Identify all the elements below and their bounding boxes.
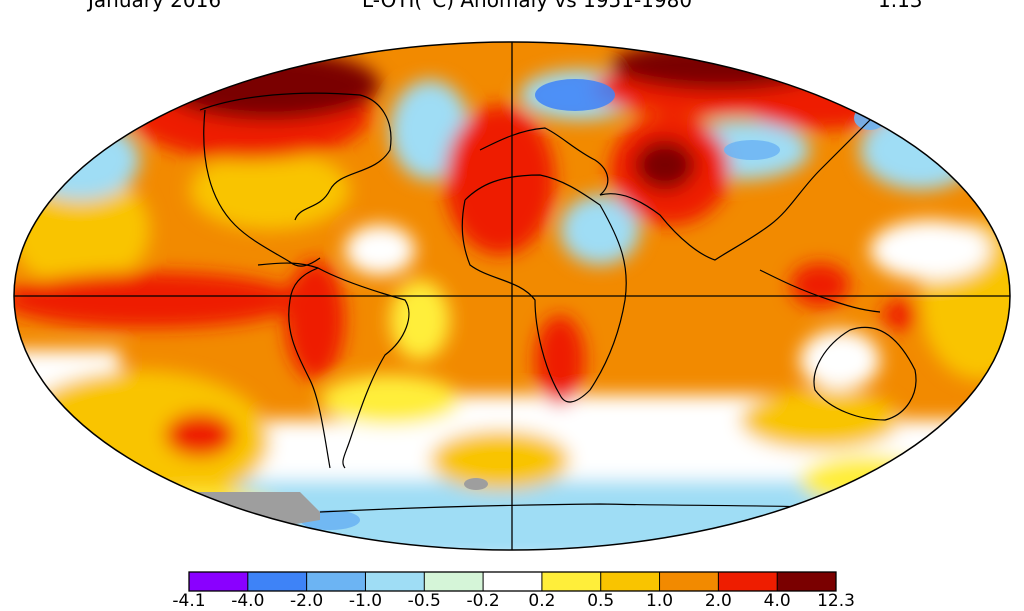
map-border	[13, 41, 1011, 551]
colorbar-tick-label: 0.5	[587, 591, 615, 611]
colorbar-max-label: 12.3	[817, 591, 855, 611]
colorbar-tick-label: 0.2	[528, 591, 556, 611]
colorbar-tick-label: -4.1	[172, 591, 206, 611]
colorbar-tick-label: -1.0	[348, 591, 383, 611]
colorbar-bin	[718, 572, 778, 591]
colorbar-tick-label: -0.2	[466, 591, 500, 611]
colorbar-bin	[424, 572, 484, 591]
global-mean-value: 1.13	[878, 0, 923, 12]
colorbar-bin	[483, 572, 543, 591]
colorbar-bin	[189, 572, 249, 591]
colorbar-bin	[365, 572, 425, 591]
map-date: January 2016	[88, 0, 222, 12]
colorbar-bin	[247, 572, 308, 591]
colorbar-bin	[541, 572, 602, 591]
colorbar-tick-label: -2.0	[290, 591, 324, 611]
colorbar-bin	[777, 572, 837, 591]
colorbar-bin	[306, 572, 366, 591]
colorbar-tick-label: -4.0	[231, 591, 265, 611]
colorbar-bin	[600, 572, 661, 591]
colorbar-tick-label: -0.5	[407, 591, 441, 611]
map-title: L-OTI(°C) Anomaly vs 1951-1980	[362, 0, 693, 12]
colorbar-tick-label: 2.0	[704, 591, 732, 611]
colorbar-tick-label: 1.0	[646, 591, 674, 611]
colorbar-tick-label: 4.0	[763, 591, 791, 611]
colorbar-bin	[659, 572, 719, 591]
colorbar-frame	[188, 571, 837, 592]
